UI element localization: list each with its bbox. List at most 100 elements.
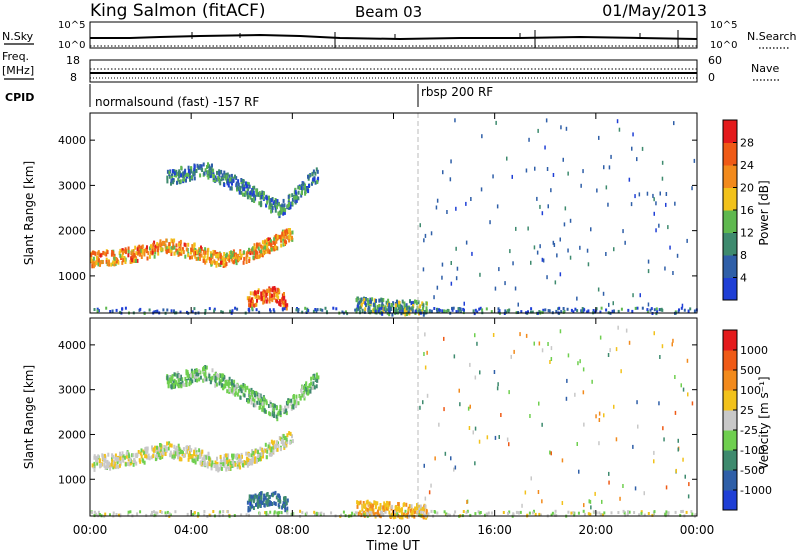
data-cell bbox=[129, 461, 132, 466]
data-cell bbox=[182, 250, 185, 255]
data-cell bbox=[498, 267, 500, 272]
data-cell bbox=[106, 250, 109, 255]
colorbar-segment bbox=[723, 165, 737, 188]
data-cell bbox=[276, 417, 279, 422]
data-cell bbox=[630, 202, 633, 207]
data-cell bbox=[175, 173, 178, 178]
data-cell bbox=[227, 510, 229, 514]
data-cell bbox=[421, 301, 424, 306]
data-cell bbox=[687, 309, 690, 313]
data-cell bbox=[361, 308, 364, 313]
data-cell bbox=[199, 375, 202, 380]
data-cell bbox=[631, 309, 634, 313]
data-cell bbox=[239, 395, 242, 400]
data-cell bbox=[159, 453, 162, 458]
data-cell bbox=[312, 309, 315, 313]
data-cell bbox=[479, 272, 481, 277]
x-tick-label: 04:00 bbox=[174, 523, 209, 537]
data-cell bbox=[410, 504, 413, 509]
x-tick-label: 12:00 bbox=[376, 523, 411, 537]
data-cell bbox=[171, 175, 174, 180]
data-cell bbox=[206, 255, 209, 260]
data-cell bbox=[97, 258, 100, 263]
data-cell bbox=[688, 482, 690, 487]
data-cell bbox=[617, 511, 620, 514]
data-cell bbox=[249, 395, 251, 400]
data-cell bbox=[188, 445, 191, 450]
data-cell bbox=[474, 375, 477, 380]
data-cell bbox=[213, 251, 216, 256]
data-cell bbox=[622, 229, 624, 234]
data-cell bbox=[541, 310, 544, 314]
data-cell bbox=[270, 449, 273, 454]
data-cell bbox=[91, 264, 94, 269]
data-cell bbox=[115, 457, 118, 462]
data-cell bbox=[103, 251, 106, 256]
data-cell bbox=[451, 306, 453, 310]
data-cell bbox=[310, 376, 313, 381]
data-cell bbox=[267, 242, 269, 247]
data-cell bbox=[282, 439, 285, 444]
data-cell bbox=[287, 400, 290, 405]
data-cell bbox=[236, 307, 239, 311]
data-cell bbox=[303, 394, 305, 399]
data-cell bbox=[211, 252, 214, 257]
data-cell bbox=[386, 501, 389, 506]
data-cell bbox=[374, 502, 377, 507]
data-cell bbox=[247, 298, 250, 303]
data-cell bbox=[258, 452, 261, 457]
power-colorbar-label: Power [dB] bbox=[757, 180, 771, 245]
colorbar-tick-label: -1000 bbox=[740, 484, 772, 497]
data-cell bbox=[617, 309, 620, 313]
data-cell bbox=[498, 309, 501, 313]
data-cell bbox=[175, 169, 178, 174]
data-cell bbox=[151, 250, 154, 255]
data-cell bbox=[541, 211, 544, 216]
data-cell bbox=[539, 204, 541, 209]
data-cell bbox=[129, 457, 132, 462]
data-cell bbox=[234, 392, 237, 397]
data-cell bbox=[271, 412, 274, 417]
data-cell bbox=[165, 249, 168, 254]
data-cell bbox=[246, 456, 249, 461]
data-cell bbox=[390, 303, 393, 307]
data-cell bbox=[582, 367, 585, 372]
data-cell bbox=[675, 468, 677, 473]
data-cell bbox=[414, 506, 417, 511]
data-cell bbox=[613, 309, 615, 313]
data-cell bbox=[221, 173, 224, 178]
data-cell bbox=[277, 498, 280, 503]
data-cell bbox=[190, 175, 193, 180]
data-cell bbox=[643, 491, 645, 496]
data-cell bbox=[204, 374, 207, 379]
data-cell bbox=[171, 169, 174, 174]
data-cell bbox=[164, 511, 167, 515]
data-cell bbox=[197, 256, 200, 261]
data-cell bbox=[592, 309, 595, 312]
data-cell bbox=[279, 413, 282, 418]
data-cell bbox=[598, 511, 601, 515]
data-cell bbox=[382, 505, 385, 510]
colorbar-segment bbox=[723, 232, 737, 256]
data-cell bbox=[321, 308, 324, 312]
data-cell bbox=[446, 210, 448, 214]
data-cell bbox=[341, 310, 344, 314]
data-cell bbox=[405, 303, 408, 308]
data-cell bbox=[139, 510, 142, 514]
data-cell bbox=[424, 504, 427, 509]
data-cell bbox=[115, 259, 118, 264]
data-cell bbox=[227, 382, 230, 387]
data-cell bbox=[186, 372, 189, 377]
data-cell bbox=[189, 373, 192, 378]
colorbar-segment bbox=[723, 210, 737, 233]
data-cell bbox=[101, 453, 104, 458]
data-cell bbox=[211, 460, 214, 465]
data-cell bbox=[273, 292, 276, 297]
data-cell bbox=[180, 384, 183, 389]
data-cell bbox=[219, 454, 222, 459]
data-cell bbox=[281, 203, 284, 208]
data-cell bbox=[282, 211, 285, 216]
data-cell bbox=[680, 306, 683, 310]
data-cell bbox=[203, 510, 206, 513]
data-cell bbox=[205, 377, 208, 382]
